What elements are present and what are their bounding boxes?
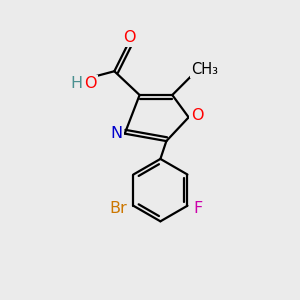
Text: O: O (123, 30, 135, 45)
Text: N: N (110, 126, 122, 141)
Text: Br: Br (109, 201, 127, 216)
Text: F: F (193, 201, 203, 216)
Text: O: O (191, 108, 203, 123)
Text: O: O (84, 76, 97, 91)
Text: H: H (70, 76, 83, 91)
Text: CH₃: CH₃ (191, 62, 218, 77)
